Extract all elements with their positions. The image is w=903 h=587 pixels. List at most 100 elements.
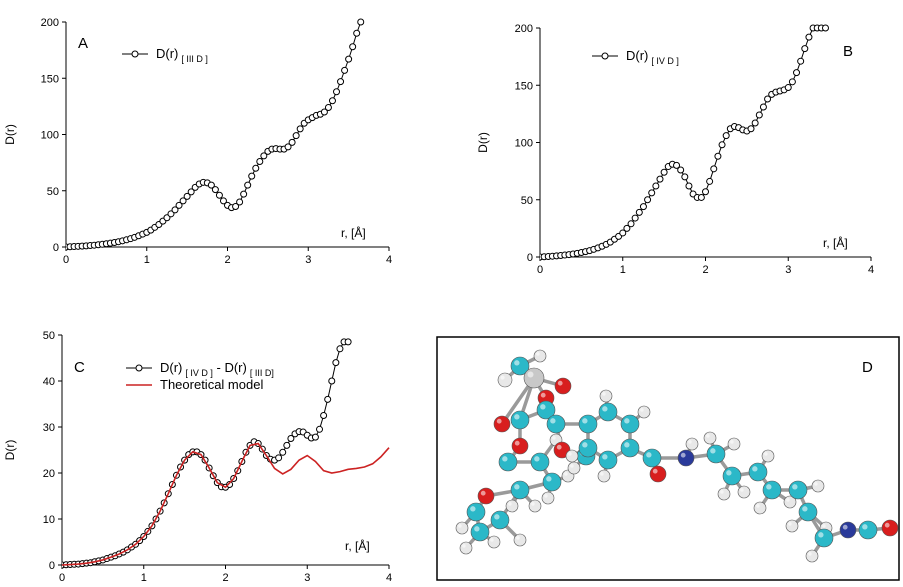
- molecule-atom: [737, 485, 751, 499]
- legend-subscript: [ IV D ]: [185, 368, 213, 378]
- molecule-atom: [578, 438, 598, 458]
- data-point: [324, 104, 332, 111]
- data-point: [292, 132, 300, 140]
- legend-entry: D(r)[ IV D ]: [626, 48, 679, 66]
- molecule-atom: [727, 437, 741, 451]
- molecule-atom: [798, 502, 818, 522]
- y-tick-label: 40: [43, 376, 55, 388]
- series-1: [62, 442, 390, 566]
- atom-highlight: [652, 468, 658, 474]
- atom-highlight: [842, 524, 848, 530]
- atom-highlight: [792, 484, 798, 490]
- atom-highlight: [740, 488, 744, 492]
- atom-highlight: [516, 536, 520, 540]
- atom-highlight: [470, 506, 476, 512]
- data-point: [341, 66, 349, 74]
- atom-highlight: [568, 452, 572, 456]
- x-tick-label: 2: [222, 572, 228, 584]
- atom-highlight: [818, 532, 824, 538]
- molecule-atom: [620, 438, 640, 458]
- data-point: [324, 395, 332, 403]
- atom-highlight: [602, 406, 608, 412]
- data-point: [722, 132, 730, 140]
- molecule-atom: [598, 402, 618, 422]
- data-point: [163, 214, 171, 222]
- molecule-atom: [753, 501, 767, 515]
- molecule-atom: [511, 437, 529, 455]
- legend-entry: D(r)[ IV D ] - D(r)[ III D]: [160, 360, 274, 378]
- legend-subscript-2: [ III D]: [250, 368, 274, 378]
- y-tick-label: 150: [515, 80, 533, 92]
- data-point: [236, 198, 244, 206]
- atom-highlight: [494, 514, 500, 520]
- data-point: [660, 168, 668, 176]
- atom-highlight: [500, 375, 505, 380]
- atom-highlight: [602, 392, 606, 396]
- data-point: [167, 210, 175, 218]
- atom-highlight: [726, 470, 732, 476]
- series-line: [62, 442, 390, 566]
- x-tick-label: 3: [304, 572, 310, 584]
- data-point: [215, 191, 223, 199]
- data-point: [275, 454, 283, 462]
- x-axis-label: r, [Å]: [345, 538, 370, 553]
- molecule-atom: [805, 549, 819, 563]
- data-point: [337, 78, 345, 86]
- data-point: [697, 193, 705, 201]
- molecule-atom: [565, 449, 579, 463]
- x-tick-label: 0: [59, 572, 65, 584]
- atom-highlight: [640, 408, 644, 412]
- data-point: [320, 412, 328, 419]
- atom-highlight: [764, 452, 768, 456]
- atom-highlight: [710, 448, 716, 454]
- data-point: [685, 182, 693, 190]
- molecule-atom: [788, 480, 808, 500]
- data-point: [336, 345, 344, 353]
- data-point: [279, 448, 287, 456]
- y-axis-label: D(r): [3, 440, 17, 461]
- data-point: [648, 189, 656, 197]
- atom-highlight: [720, 490, 724, 494]
- molecule-atom: [487, 535, 501, 549]
- atom-highlight: [814, 482, 818, 486]
- data-point: [353, 29, 361, 37]
- atom-highlight: [496, 418, 502, 424]
- data-point: [706, 177, 714, 185]
- y-tick-label: 100: [41, 130, 59, 142]
- data-point: [747, 125, 755, 133]
- molecule-atom: [881, 519, 899, 537]
- data-point: [333, 88, 341, 96]
- molecule-atoms: [455, 349, 899, 563]
- atom-highlight: [730, 440, 734, 444]
- panel-label-a: A: [78, 35, 88, 52]
- molecule-atom: [497, 372, 513, 388]
- data-point: [244, 181, 252, 189]
- x-tick-label: 2: [702, 264, 708, 276]
- x-axis-label: r, [Å]: [823, 235, 848, 250]
- legend-subscript: [ IV D ]: [651, 56, 679, 66]
- legend-marker: [135, 364, 143, 372]
- molecule-panel-d: D: [436, 336, 900, 581]
- molecule-atom: [523, 367, 545, 389]
- y-tick-label: 150: [41, 73, 59, 85]
- atom-highlight: [556, 444, 562, 450]
- molecule-atom: [703, 431, 717, 445]
- y-tick-label: 30: [43, 422, 55, 434]
- data-point: [328, 97, 336, 105]
- data-point: [677, 166, 685, 174]
- data-point: [175, 201, 183, 209]
- molecule-atom: [498, 452, 518, 472]
- molecule-atom: [554, 377, 572, 395]
- x-tick-label: 3: [305, 254, 311, 266]
- atom-highlight: [564, 472, 568, 476]
- data-point: [788, 78, 796, 86]
- data-point: [793, 69, 801, 77]
- molecule-atom: [761, 449, 775, 463]
- legend-name-mid: - D(r): [213, 360, 247, 375]
- molecule-atom: [510, 480, 530, 500]
- data-point: [207, 181, 215, 189]
- molecule-atom: [542, 472, 562, 492]
- data-point: [714, 152, 722, 160]
- data-point: [702, 188, 709, 196]
